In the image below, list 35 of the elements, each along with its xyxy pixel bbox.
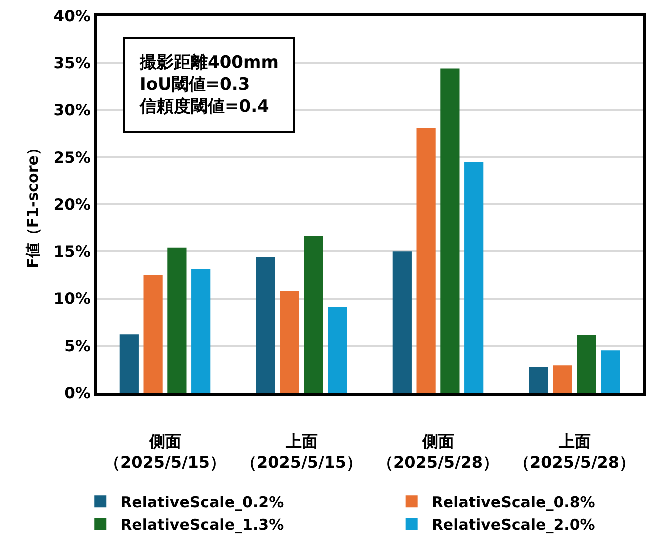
y-tick-label: 25% [54, 148, 92, 167]
y-tick-label: 15% [54, 243, 92, 262]
y-tick-label: 35% [54, 54, 92, 73]
legend-label: RelativeScale_0.2% [120, 493, 284, 512]
legend-label: RelativeScale_1.3% [120, 516, 284, 534]
bar [601, 350, 620, 393]
legend-label: RelativeScale_2.0% [432, 516, 596, 534]
bar [192, 270, 211, 393]
legend-label: RelativeScale_0.8% [432, 493, 596, 512]
x-tick-label: 側面（2025/5/28） [377, 432, 500, 472]
annotation: 撮影距離400mm IoU閾値=0.3 信頼度閾値=0.4 [139, 53, 279, 118]
bar [256, 257, 276, 393]
bar [440, 68, 460, 393]
bar [280, 291, 300, 393]
bar [577, 336, 596, 393]
bar [553, 366, 572, 393]
bar [328, 307, 348, 393]
bar [392, 252, 412, 393]
x-tick-label: 上面（2025/5/15） [240, 432, 363, 472]
bar [168, 248, 187, 393]
x-tick-label: 側面（2025/5/15） [104, 432, 226, 472]
y-tick-label: 20% [54, 196, 92, 214]
bar [416, 128, 436, 393]
y-tick-label: 40% [54, 7, 92, 26]
bar [529, 368, 548, 393]
bar [304, 236, 324, 393]
bar [120, 334, 139, 393]
x-tick-label: 上面（2025/5/28） [514, 432, 636, 472]
bar [144, 275, 163, 393]
y-axis-title: F値（F1-score） [24, 140, 42, 268]
y-tick-label: 0% [64, 384, 92, 402]
y-tick-label: 30% [54, 102, 92, 120]
bar [464, 162, 484, 393]
y-tick-label: 5% [64, 337, 92, 356]
y-tick-label: 10% [54, 290, 92, 308]
